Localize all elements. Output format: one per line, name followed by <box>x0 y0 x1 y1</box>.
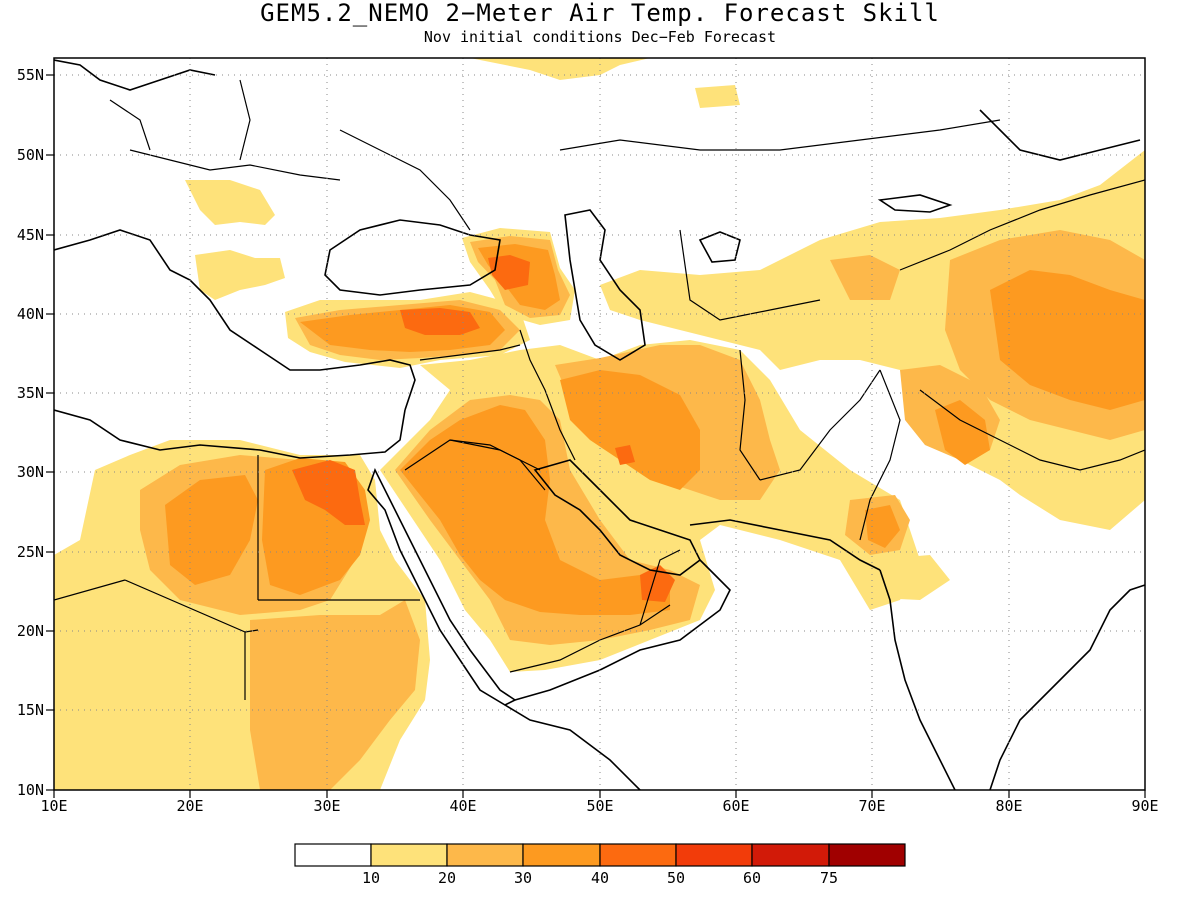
lat-label: 10N <box>16 781 44 799</box>
map-title: GEM5.2_NEMO 2−Meter Air Temp. Forecast S… <box>260 0 940 27</box>
border-iraq-saudi <box>449 439 541 471</box>
coastlines <box>54 59 1145 790</box>
skill-level-30 <box>165 244 1145 615</box>
region-southern-europe-l1 <box>185 180 275 225</box>
colorbar-bin-2 <box>446 843 524 867</box>
border-china-india <box>919 389 1145 471</box>
region-himalaya-l3 <box>935 400 990 465</box>
skill-level-40 <box>292 255 675 602</box>
region-balkans-l1 <box>195 250 285 300</box>
border-europe-2 <box>109 99 151 151</box>
border-arabia-north <box>404 439 546 491</box>
coast-arabia-south <box>514 559 731 701</box>
lon-label: 10E <box>40 797 68 815</box>
border-saudi-oman <box>639 549 681 626</box>
colorbar-label: 10 <box>361 869 381 887</box>
colorbar-label: 20 <box>437 869 457 887</box>
lat-label: 30N <box>16 463 44 481</box>
region-india-l1 <box>870 555 950 600</box>
lat-label: 20N <box>16 622 44 640</box>
colorbar-bin-7 <box>828 843 906 867</box>
colorbar-label: 50 <box>666 869 686 887</box>
region-arabia-l3 <box>400 405 670 615</box>
colorbar-bin-3 <box>522 843 601 867</box>
border-kazakh-russia <box>559 119 1001 151</box>
colorbar <box>294 843 906 867</box>
region-sahara-l3 <box>165 475 258 585</box>
colorbar-label: 75 <box>819 869 839 887</box>
colorbar-bin-4 <box>599 843 677 867</box>
colorbar-bin-0 <box>294 843 372 867</box>
lon-label: 70E <box>858 797 886 815</box>
lat-label: 35N <box>16 384 44 402</box>
region-indus-l3 <box>865 505 900 548</box>
border-china-kazakh <box>899 179 1145 271</box>
coast-pakistan <box>689 519 881 571</box>
lon-label: 90E <box>1131 797 1159 815</box>
graticule <box>54 58 1145 790</box>
border-uzbek <box>679 229 821 321</box>
region-oman-l4 <box>640 565 675 602</box>
colorbar-label: 30 <box>513 869 533 887</box>
lon-label: 30E <box>313 797 341 815</box>
lon-label: 50E <box>586 797 614 815</box>
coast-india-west <box>879 569 956 790</box>
region-egypt-l4 <box>292 460 365 525</box>
coast-balkhash <box>877 194 953 213</box>
country-borders <box>54 79 1145 700</box>
coast-caspian <box>564 209 646 361</box>
coast-med-south <box>54 409 406 459</box>
map-subtitle: Nov initial conditions Dec−Feb Forecast <box>423 28 777 46</box>
coast-persian-gulf <box>533 459 702 576</box>
region-turkey-l4 <box>400 308 480 335</box>
coast-med-north <box>54 229 416 411</box>
coast-aral <box>698 231 741 263</box>
colorbar-bin-1 <box>370 843 448 867</box>
lon-label: 80E <box>995 797 1023 815</box>
border-iran-afghan <box>739 349 761 481</box>
colorbar-bin-5 <box>675 843 753 867</box>
border-chad-sudan <box>244 629 259 633</box>
colorbar-label: 40 <box>590 869 610 887</box>
region-arctic-l1 <box>470 58 650 80</box>
border-afghan-pakistan <box>759 369 881 481</box>
lat-label: 40N <box>16 305 44 323</box>
lon-label: 60E <box>722 797 750 815</box>
region-iran-l4 <box>615 445 635 465</box>
border-europe-3 <box>239 79 251 161</box>
region-iran-l3 <box>560 370 700 490</box>
coast-arctic-ob <box>979 109 1141 161</box>
region-kazakh-l2 <box>830 255 900 300</box>
lat-label: 50N <box>16 146 44 164</box>
lon-label: 20E <box>176 797 204 815</box>
region-caucasus-l4 <box>488 255 530 290</box>
lat-label: 45N <box>16 226 44 244</box>
axis-ticks <box>46 74 1146 798</box>
border-europe-1 <box>129 149 341 181</box>
region-westafrica-l1 <box>54 730 115 790</box>
lat-label: 55N <box>16 66 44 84</box>
lon-label: 40E <box>449 797 477 815</box>
border-niger-algeria <box>54 579 126 601</box>
coast-somalia <box>504 704 641 790</box>
lat-label: 25N <box>16 543 44 561</box>
coast-black-sea <box>324 219 501 296</box>
region-sudan-l2 <box>250 600 420 790</box>
colorbar-label: 60 <box>742 869 762 887</box>
region-tibet-l3 <box>990 270 1145 410</box>
colorbar-bin-6 <box>751 843 830 867</box>
border-pak-india <box>859 369 901 541</box>
border-iran-iraq <box>519 329 576 461</box>
border-turkey-syria <box>419 344 521 361</box>
coast-india-east <box>989 584 1145 790</box>
region-russia-l1 <box>695 85 740 108</box>
lat-label: 15N <box>16 701 44 719</box>
border-ukraine-russia <box>339 129 471 231</box>
